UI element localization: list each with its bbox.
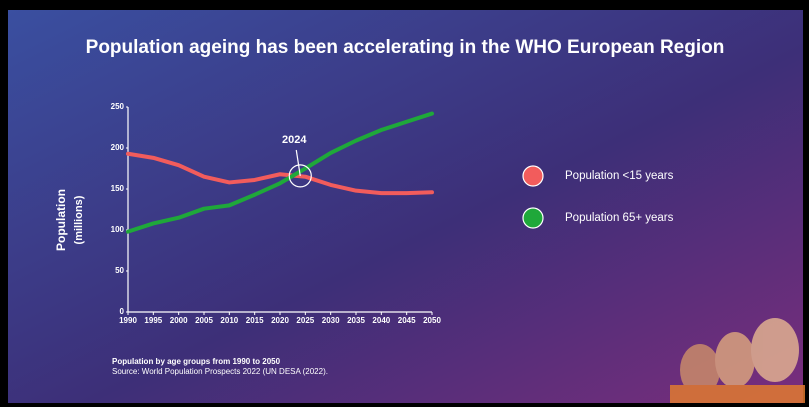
y-tick-label: 250 xyxy=(111,102,125,111)
x-tick-label: 2045 xyxy=(398,316,416,325)
chart-title: Population ageing has been accelerating … xyxy=(86,37,725,58)
x-tick-label: 2025 xyxy=(296,316,314,325)
x-tick-label: 2040 xyxy=(372,316,390,325)
y-tick-label: 0 xyxy=(120,307,125,316)
legend-marker xyxy=(523,208,543,228)
slide-background xyxy=(8,10,803,403)
y-axis-unit: (millions) xyxy=(73,195,85,244)
x-tick-label: 1990 xyxy=(119,316,137,325)
x-tick-label: 2030 xyxy=(322,316,340,325)
x-tick-label: 2050 xyxy=(423,316,441,325)
footnote: Population by age groups from 1990 to 20… xyxy=(112,357,281,366)
source: Source: World Population Prospects 2022 … xyxy=(112,367,328,376)
x-tick-label: 2020 xyxy=(271,316,289,325)
y-tick-label: 100 xyxy=(111,225,125,234)
x-tick-label: 2015 xyxy=(246,316,264,325)
x-tick-label: 2005 xyxy=(195,316,213,325)
legend-marker xyxy=(523,166,543,186)
x-tick-label: 2010 xyxy=(220,316,238,325)
y-axis-label: Population xyxy=(54,189,68,251)
legend-label: Population <15 years xyxy=(565,170,674,182)
chart: Population ageing has been accelerating … xyxy=(0,0,809,407)
annotation: 2024 xyxy=(282,134,307,146)
x-tick-label: 2000 xyxy=(170,316,188,325)
y-tick-label: 50 xyxy=(115,266,124,275)
y-tick-label: 150 xyxy=(111,184,125,193)
y-tick-label: 200 xyxy=(111,143,125,152)
page: Population ageing has been accelerating … xyxy=(0,0,809,407)
legend-label: Population 65+ years xyxy=(565,212,674,224)
x-tick-label: 1995 xyxy=(144,316,162,325)
x-tick-label: 2035 xyxy=(347,316,365,325)
